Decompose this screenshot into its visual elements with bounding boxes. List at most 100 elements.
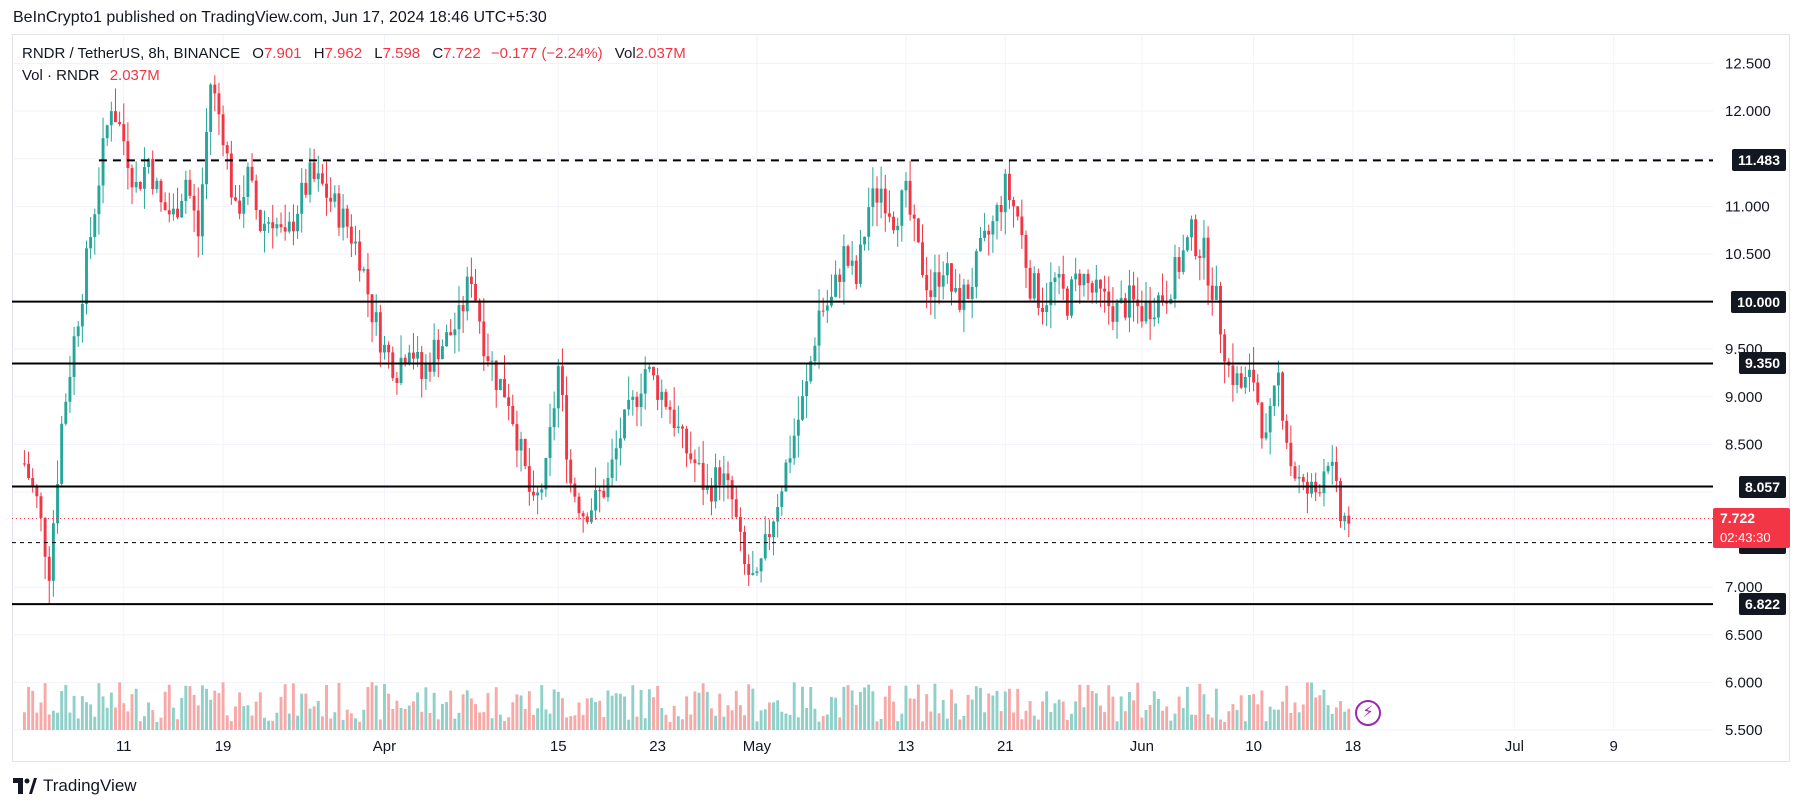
volume-bar bbox=[1305, 682, 1309, 730]
volume-bar bbox=[1090, 691, 1094, 730]
candle-body bbox=[35, 485, 39, 497]
volume-bar bbox=[589, 697, 593, 730]
lightning-icon[interactable]: ⚡ bbox=[1355, 700, 1381, 726]
volume-bar bbox=[1007, 688, 1011, 730]
candle-body bbox=[751, 573, 755, 575]
candle-body bbox=[842, 246, 846, 282]
candle-body bbox=[383, 344, 386, 353]
volume-bar bbox=[879, 719, 883, 730]
candles[interactable] bbox=[22, 75, 1351, 604]
volume-bar bbox=[813, 708, 817, 730]
volume-bar bbox=[966, 694, 970, 730]
candle-body bbox=[834, 274, 838, 297]
candle-body bbox=[887, 213, 891, 217]
legend-low-label: L bbox=[374, 45, 383, 62]
candle-body bbox=[697, 463, 701, 465]
volume-bar bbox=[925, 694, 929, 730]
candle-body bbox=[300, 182, 304, 214]
candle-body bbox=[209, 84, 213, 132]
candle-body bbox=[1111, 306, 1115, 322]
volume-bar bbox=[1024, 710, 1028, 730]
volume-bar bbox=[527, 691, 531, 730]
chart-frame[interactable] bbox=[12, 34, 1790, 762]
candle-body bbox=[1177, 257, 1181, 272]
candle-body bbox=[676, 426, 680, 429]
candle-body bbox=[246, 166, 250, 197]
candle-body bbox=[544, 457, 548, 490]
volume-bar bbox=[569, 716, 573, 730]
candle-body bbox=[503, 378, 506, 398]
volume-bar bbox=[1276, 709, 1280, 730]
y-axis[interactable]: 12.50012.00011.00010.5009.5009.0008.5007… bbox=[1725, 56, 1771, 739]
volume-bar bbox=[250, 715, 254, 730]
candle-body bbox=[532, 491, 535, 496]
volume-bar bbox=[846, 685, 850, 730]
candle-body bbox=[378, 312, 382, 353]
volume-bar bbox=[1185, 686, 1189, 730]
volume-bar bbox=[792, 682, 796, 730]
levels[interactable] bbox=[12, 159, 1713, 606]
candle-body bbox=[97, 185, 101, 215]
candle-body bbox=[412, 352, 415, 359]
candle-body bbox=[858, 244, 862, 284]
level-tag: 11.483 bbox=[1731, 149, 1786, 172]
volume-bar bbox=[1326, 705, 1330, 730]
volume-bar bbox=[685, 696, 689, 730]
bar-countdown: 02:43:30 bbox=[1720, 530, 1771, 546]
candle-body bbox=[1090, 283, 1094, 293]
volume-bar bbox=[1049, 712, 1053, 730]
candle-body bbox=[196, 210, 200, 237]
volume-bar bbox=[867, 684, 871, 730]
candle-body bbox=[734, 499, 738, 517]
volume-bar bbox=[184, 685, 188, 730]
candle-body bbox=[192, 195, 196, 211]
candle-body bbox=[1045, 305, 1049, 313]
volume-bar bbox=[1214, 688, 1218, 730]
candle-body bbox=[1103, 288, 1107, 292]
candle-body bbox=[1053, 277, 1057, 283]
candle-body bbox=[469, 276, 473, 285]
volume-bar bbox=[498, 714, 502, 730]
volume-bar bbox=[1148, 705, 1152, 730]
candle-body bbox=[610, 459, 614, 478]
level-tag: 8.057 bbox=[1738, 475, 1786, 498]
volume-bar bbox=[594, 701, 598, 730]
candle-body bbox=[1206, 237, 1210, 286]
volume-bar bbox=[35, 712, 39, 730]
volume-bar bbox=[304, 693, 308, 730]
candle-body bbox=[618, 438, 622, 449]
legend-symbol[interactable]: RNDR / TetherUS, 8h, BINANCE bbox=[22, 45, 241, 62]
volume-bar bbox=[440, 703, 444, 730]
y-tick-label: 6.500 bbox=[1725, 627, 1763, 644]
candle-body bbox=[784, 462, 788, 492]
volume-bar bbox=[1136, 682, 1140, 730]
volume-bar bbox=[163, 691, 167, 730]
footer-brand[interactable]: TradingView bbox=[43, 776, 137, 795]
candle-body bbox=[316, 173, 320, 180]
candle-body bbox=[424, 364, 428, 379]
candle-body bbox=[536, 492, 540, 496]
candle-body bbox=[1094, 279, 1098, 293]
volume-bar bbox=[1248, 695, 1251, 730]
candle-body bbox=[254, 180, 258, 211]
volume-bar bbox=[705, 691, 709, 730]
candle-body bbox=[569, 459, 573, 484]
volume-bar bbox=[1330, 713, 1334, 730]
candle-body bbox=[983, 230, 987, 238]
volume-bar bbox=[1045, 691, 1049, 730]
x-axis[interactable]: 11 19 Apr 15 23 May 13 21 Jun 10 18 Jul 9 bbox=[116, 738, 1618, 755]
candle-body bbox=[370, 294, 374, 323]
candle-body bbox=[693, 459, 697, 464]
volume-bar bbox=[830, 696, 833, 730]
candle-body bbox=[1049, 282, 1053, 306]
candle-body bbox=[954, 288, 958, 292]
volume-bar bbox=[1235, 709, 1239, 730]
candle-body bbox=[308, 162, 312, 195]
legend-vol-row-label[interactable]: Vol · RNDR bbox=[22, 67, 100, 84]
candle-body bbox=[403, 357, 407, 364]
candle-body bbox=[598, 490, 602, 492]
volume-bar bbox=[780, 711, 784, 730]
x-tick-label: 11 bbox=[116, 738, 132, 755]
volume-bar bbox=[962, 715, 966, 730]
